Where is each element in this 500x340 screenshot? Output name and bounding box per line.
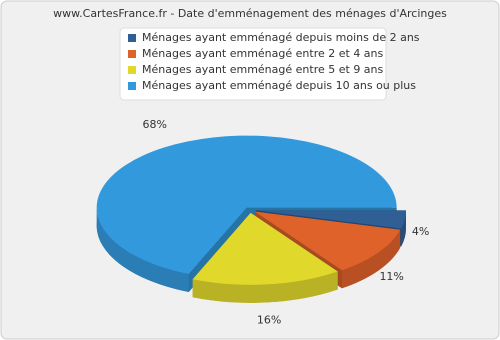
- legend-swatch: [128, 66, 136, 74]
- slice: [255, 210, 406, 229]
- data-label: 68%: [142, 118, 166, 131]
- legend-box: [119, 27, 387, 101]
- data-label: 16%: [257, 313, 281, 326]
- slice-side: [341, 229, 401, 289]
- slice-side: [192, 271, 338, 303]
- slice-side: [96, 207, 189, 293]
- slice-side: [401, 210, 406, 247]
- slice: [254, 211, 401, 271]
- legend-swatch: [128, 82, 136, 90]
- legend-swatch: [128, 34, 136, 42]
- legend-label: Ménages ayant emménagé depuis moins de 2…: [142, 31, 420, 44]
- legend-label: Ménages ayant emménagé entre 5 et 9 ans: [142, 63, 384, 76]
- chart-title: www.CartesFrance.fr - Date d'emménagemen…: [53, 7, 447, 20]
- legend-swatch: [128, 50, 136, 58]
- slice: [96, 135, 397, 275]
- slice: [192, 212, 338, 285]
- data-label: 11%: [379, 270, 403, 283]
- legend-label: Ménages ayant emménagé depuis 10 ans ou …: [142, 79, 416, 92]
- legend-label: Ménages ayant emménagé entre 2 et 4 ans: [142, 47, 384, 60]
- data-label: 4%: [412, 225, 429, 238]
